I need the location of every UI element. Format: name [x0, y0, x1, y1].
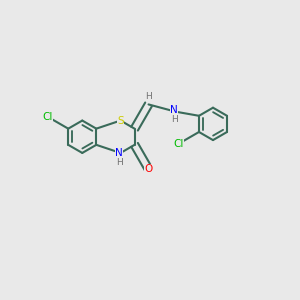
Text: Cl: Cl [173, 139, 184, 149]
Text: O: O [144, 164, 153, 174]
Text: H: H [171, 115, 178, 124]
Text: H: H [145, 92, 152, 101]
Text: Cl: Cl [43, 112, 53, 122]
Text: N: N [115, 148, 123, 158]
Text: H: H [116, 158, 122, 167]
Text: S: S [117, 116, 124, 126]
Text: N: N [170, 105, 178, 115]
